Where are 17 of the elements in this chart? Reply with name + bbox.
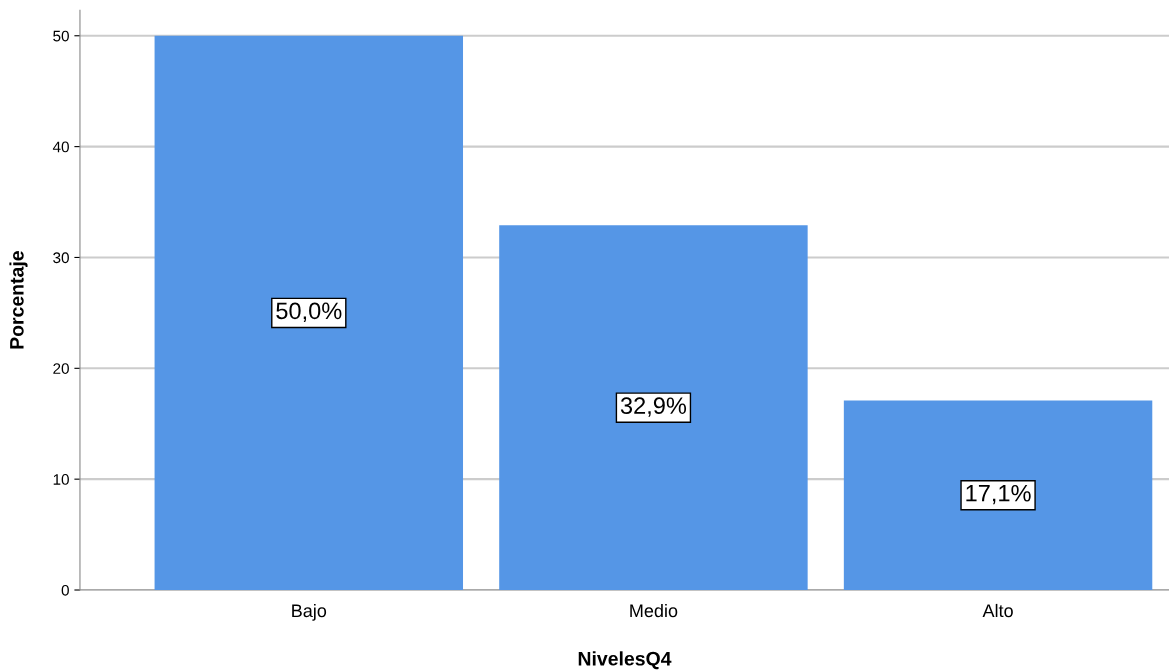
x-tick-label: Medio bbox=[630, 603, 678, 618]
y-tick-label: 40 bbox=[52, 141, 69, 153]
x-tick-label: Alto bbox=[982, 603, 1013, 618]
x-axis-title: NivelesQ4 bbox=[578, 651, 672, 670]
y-tick-label: 10 bbox=[53, 474, 69, 485]
data-label: 50,0% bbox=[276, 302, 342, 323]
data-label: 17,1% bbox=[966, 484, 1031, 505]
y-tick-label: 30 bbox=[53, 252, 69, 264]
bar bbox=[843, 400, 1153, 591]
bar bbox=[154, 35, 464, 591]
y-axis-title: Porcentaje bbox=[9, 251, 28, 349]
bar bbox=[499, 225, 808, 591]
data-label: 32,9% bbox=[620, 397, 687, 417]
y-tick-label: 50 bbox=[53, 30, 69, 42]
y-tick-label: 0 bbox=[61, 584, 69, 596]
y-tick-label: 20 bbox=[53, 363, 69, 374]
x-tick-label: Bajo bbox=[292, 603, 327, 621]
